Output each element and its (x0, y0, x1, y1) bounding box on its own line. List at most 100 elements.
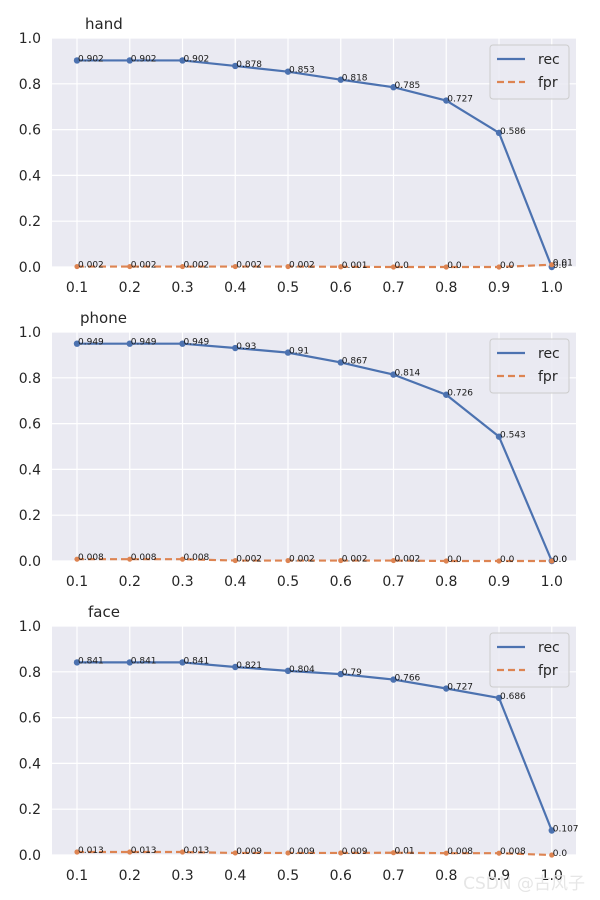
data-point-rec (337, 670, 344, 678)
x-tick-label: 0.3 (171, 868, 193, 884)
data-point-fpr (390, 557, 397, 564)
series-line-fpr (77, 850, 552, 857)
data-point-fpr (549, 852, 555, 858)
data-label-fpr: 0.002 (289, 261, 315, 271)
y-tick-label: 0.0 (19, 554, 41, 570)
data-point-fpr (127, 263, 133, 270)
data-label-rec: 0.0 (553, 555, 568, 565)
data-point-rec (390, 371, 397, 378)
data-point-fpr (443, 264, 449, 270)
data-point-fpr (496, 850, 502, 856)
data-point-rec (126, 340, 133, 347)
data-point-rec (232, 663, 239, 671)
x-tick-label: 0.2 (119, 868, 141, 884)
x-tick-label: 0.4 (224, 574, 246, 590)
data-label-rec: 0.814 (395, 369, 421, 379)
x-tick-label: 1.0 (541, 280, 563, 296)
data-point-rec (443, 97, 450, 104)
data-label-rec: 0.821 (236, 661, 262, 671)
x-tick-label: 0.5 (277, 574, 299, 590)
data-label-rec: 0.91 (289, 347, 309, 357)
series-line-rec (77, 59, 553, 268)
legend-label-rec: rec (538, 640, 560, 656)
y-tick-label: 0.6 (19, 417, 41, 433)
y-tick-label: 0.8 (19, 665, 41, 681)
data-label-rec: 0.841 (78, 656, 104, 666)
data-label-fpr: 0.0 (500, 555, 515, 565)
data-point-rec (179, 659, 186, 666)
data-point-rec (495, 694, 503, 702)
x-tick-label: 0.6 (330, 868, 352, 884)
data-point-fpr (549, 262, 555, 268)
data-label-rec: 0.902 (78, 54, 104, 64)
y-tick-label: 1.0 (19, 619, 41, 635)
series-line-rec (77, 342, 553, 562)
data-point-rec (73, 340, 81, 347)
x-tick-label: 0.4 (224, 280, 246, 296)
y-tick-label: 0.0 (19, 848, 41, 864)
data-label-rec: 0.686 (500, 692, 526, 702)
data-label-fpr: 0.002 (78, 261, 104, 271)
data-label-rec: 0.785 (395, 81, 421, 91)
data-point-rec (495, 433, 503, 440)
legend: rec fpr (489, 338, 570, 394)
data-label-fpr: 0.002 (236, 555, 262, 565)
data-label-rec: 0.818 (342, 74, 368, 84)
x-tick-label: 0.1 (66, 868, 88, 884)
data-label-rec: 0.841 (184, 656, 210, 666)
x-tick-label: 0.2 (119, 280, 141, 296)
y-tick-label: 0.8 (19, 371, 41, 387)
data-label-rec: 0.949 (78, 338, 104, 348)
y-tick-label: 0.4 (19, 756, 41, 772)
y-tick-label: 0.6 (19, 711, 41, 727)
data-label-rec: 0.543 (500, 431, 526, 441)
data-point-fpr (127, 849, 133, 855)
data-label-rec: 0.902 (184, 54, 210, 64)
x-tick-label: 0.7 (382, 280, 404, 296)
data-label-fpr: 0.002 (289, 555, 315, 565)
data-point-fpr (232, 850, 238, 856)
data-label-rec: 0.766 (395, 674, 421, 684)
data-label-fpr: 0.009 (342, 847, 368, 857)
x-tick-label: 0.8 (435, 574, 457, 590)
data-label-fpr: 0.008 (78, 553, 104, 563)
data-label-fpr: 0.013 (184, 846, 210, 856)
data-label-fpr: 0.002 (131, 261, 157, 271)
legend: rec fpr (489, 44, 570, 100)
chart-panel-hand: 0.0 0.2 0.4 0.6 0.8 1.0 0.1 0.2 0.3 0.4 0.5 0.6 0.7 0… (19, 15, 576, 296)
chart-title: hand (85, 15, 123, 33)
x-tick-label: 0.2 (119, 574, 141, 590)
data-label-rec: 0.586 (500, 127, 526, 137)
data-label-fpr: 0.01 (553, 259, 573, 269)
data-point-rec (179, 340, 186, 347)
series-line-rec (77, 661, 553, 831)
legend-label-fpr: fpr (538, 75, 558, 91)
y-tick-label: 0.4 (19, 168, 41, 184)
data-label-fpr: 0.0 (447, 555, 462, 565)
data-point-fpr (390, 264, 397, 270)
x-tick-label: 0.8 (435, 280, 457, 296)
data-label-rec: 0.902 (131, 54, 157, 64)
data-label-rec: 0.93 (236, 342, 256, 352)
data-point-fpr (179, 849, 186, 855)
x-tick-label: 0.9 (488, 280, 510, 296)
y-tick-label: 0.0 (19, 260, 41, 276)
y-tick-label: 1.0 (19, 31, 41, 47)
data-point-rec (284, 349, 292, 356)
data-point-fpr (549, 558, 555, 564)
data-point-fpr (443, 850, 449, 856)
data-label-rec: 0.878 (236, 60, 262, 70)
data-label-rec: 0.727 (447, 683, 473, 693)
data-point-fpr (285, 263, 291, 270)
data-point-fpr (179, 263, 186, 270)
data-point-fpr (443, 558, 449, 564)
watermark-text: CSDN @古风子 (463, 874, 585, 894)
data-point-rec (284, 667, 292, 675)
data-point-fpr (232, 263, 238, 270)
data-label-fpr: 0.008 (131, 553, 157, 563)
data-label-fpr: 0.002 (236, 261, 262, 271)
y-tick-label: 0.6 (19, 123, 41, 139)
data-point-fpr (496, 264, 502, 270)
x-tick-label: 0.6 (330, 574, 352, 590)
